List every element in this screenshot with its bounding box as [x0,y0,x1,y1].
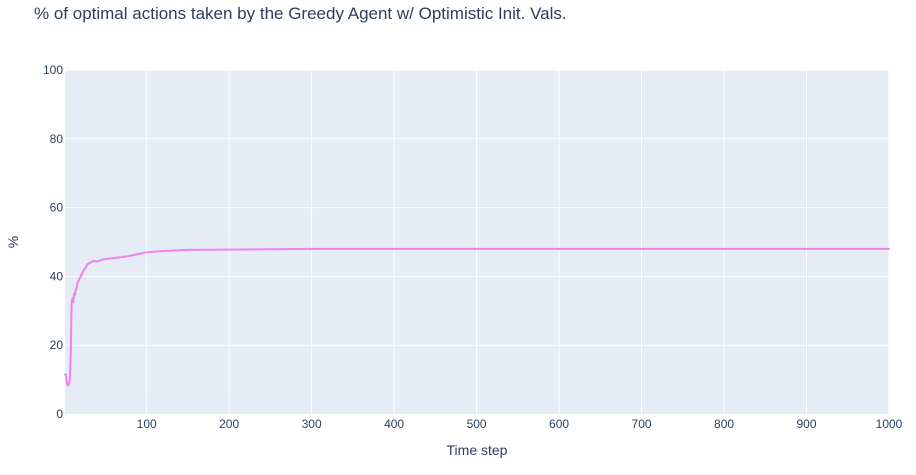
x-tick-label: 700 [632,417,652,431]
chart-title: % of optimal actions taken by the Greedy… [34,4,567,23]
y-axis-title: % [5,236,21,248]
y-tick-label: 0 [56,407,63,421]
x-axis-title: Time step [447,442,508,458]
x-tick-label: 900 [797,417,817,431]
y-tick-label: 60 [50,201,64,215]
x-tick-label: 600 [549,417,569,431]
x-tick-label: 300 [302,417,322,431]
y-tick-label: 100 [43,63,63,77]
y-tick-label: 40 [50,269,64,283]
y-tick-label: 20 [50,338,64,352]
y-tick-label: 80 [50,132,64,146]
x-tick-label: 800 [714,417,734,431]
x-tick-label: 200 [219,417,239,431]
x-tick-label: 400 [384,417,404,431]
x-tick-label: 100 [137,417,157,431]
x-tick-label: 1000 [876,417,903,431]
series-line-0 [64,247,890,387]
x-tick-label: 500 [467,417,487,431]
